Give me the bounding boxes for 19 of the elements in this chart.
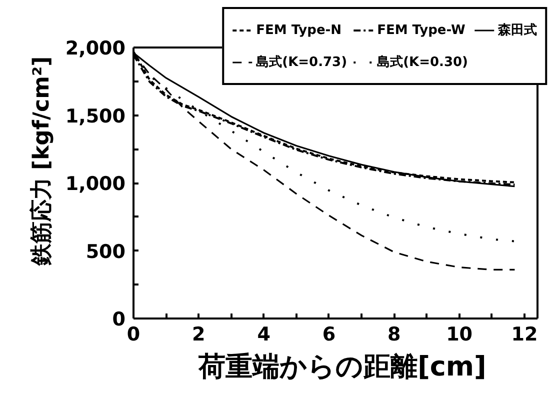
y-tick-label: 500 — [86, 240, 126, 263]
y-tick-label: 0 — [112, 308, 126, 330]
x-tick-label: 10 — [446, 324, 473, 346]
y-tick-label: 1,000 — [65, 173, 126, 195]
x-tick-label: 6 — [322, 324, 336, 346]
x-tick-label: 4 — [257, 324, 270, 346]
x-tick-label: 12 — [511, 324, 538, 346]
x-tick-label: 8 — [388, 324, 401, 346]
legend-label: FEM Type-N — [256, 22, 342, 40]
legend-label: 森田式 — [498, 22, 537, 40]
x-tick-label: 0 — [126, 324, 140, 346]
y-tick-label: 2,000 — [65, 38, 126, 60]
y-axis-title: 鉄筋応力 [kgf/cm²] — [28, 56, 54, 267]
x-tick-label: 2 — [192, 324, 206, 346]
legend-label: 島式(K=0.73) — [256, 54, 348, 72]
legend-label: FEM Type-W — [377, 22, 466, 40]
legend-label: 島式(K=0.30) — [377, 54, 468, 72]
x-axis-title: 荷重端からの距離[cm] — [198, 352, 486, 382]
y-tick-label: 1,500 — [65, 105, 126, 128]
